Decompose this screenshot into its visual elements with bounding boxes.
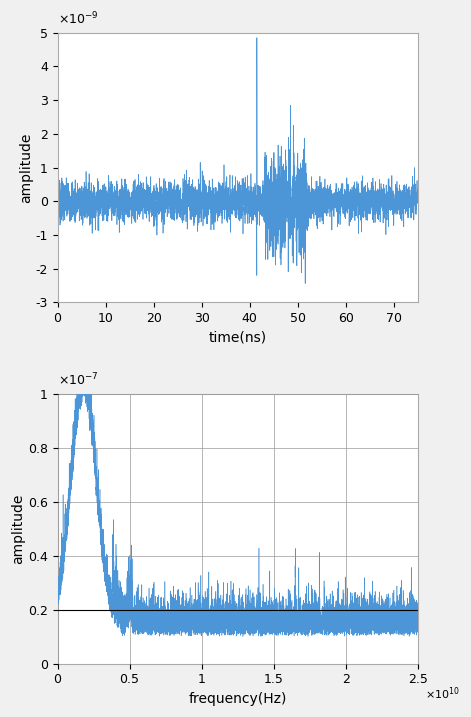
X-axis label: time(ns): time(ns) [209, 331, 267, 345]
Y-axis label: amplitude: amplitude [11, 493, 25, 564]
Text: $\times10^{10}$: $\times10^{10}$ [425, 685, 460, 702]
Text: $\times10^{-7}$: $\times10^{-7}$ [57, 372, 98, 389]
X-axis label: frequency(Hz): frequency(Hz) [188, 692, 287, 706]
Y-axis label: amplitude: amplitude [19, 133, 33, 203]
Text: $\times10^{-9}$: $\times10^{-9}$ [57, 11, 98, 27]
